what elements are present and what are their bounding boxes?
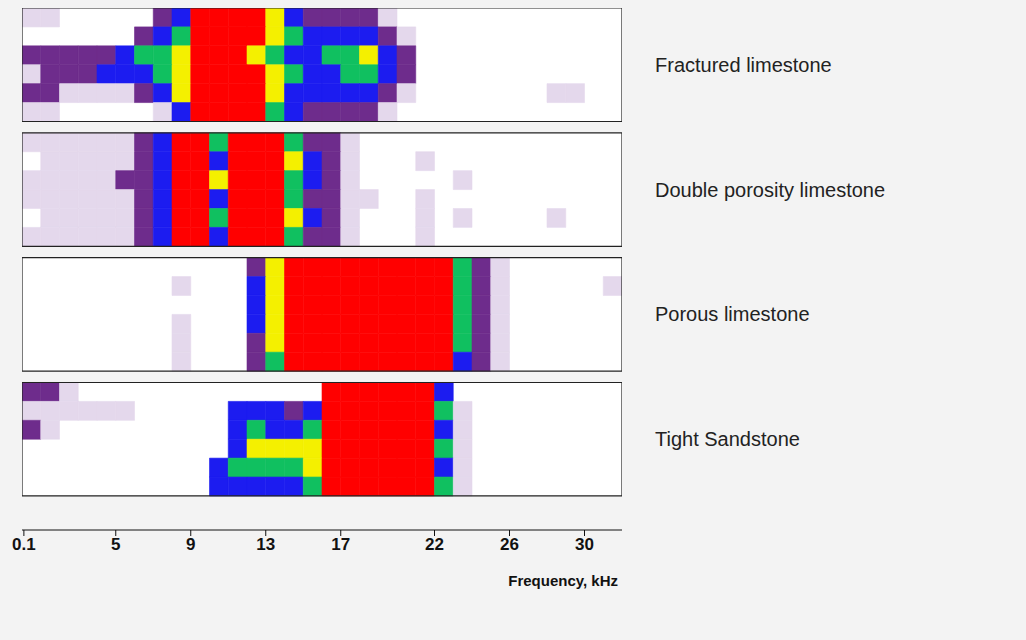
svg-text:17: 17 [331,535,350,554]
html-text:Double porosity limestone: Double porosity limestone [655,178,886,201]
svg-text:30: 30 [575,535,594,554]
svg-text:Frequency, kHz: Frequency, kHz [508,572,618,589]
svg-text:22: 22 [425,535,444,554]
html-text:Tight Sandstone: Tight Sandstone [655,427,800,450]
svg-text:13: 13 [256,535,275,554]
svg-text:9: 9 [186,535,195,554]
svg-text:5: 5 [111,535,120,554]
html-text:Fractured limestone: Fractured limestone [655,53,832,76]
svg-text:26: 26 [500,535,519,554]
html-text:Porous limestone: Porous limestone [655,302,810,325]
svg-text:0.1: 0.1 [12,535,36,554]
